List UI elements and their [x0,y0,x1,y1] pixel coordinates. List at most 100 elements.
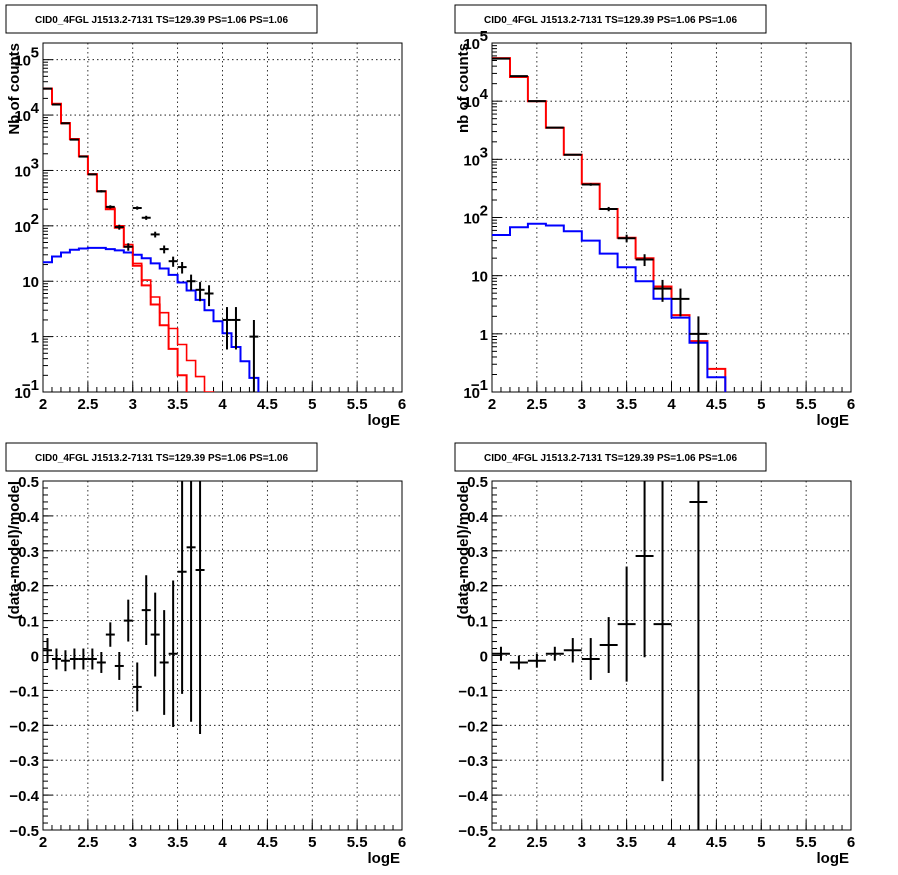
y-tick-exponent: 3 [480,144,488,161]
data-point [545,126,564,129]
y-tick-label: 10 [463,36,480,53]
y-tick-label: 0.4 [18,509,40,526]
x-tick-label: 4.5 [257,834,278,851]
y-tick-exponent: 2 [480,203,488,220]
chart-panel-1: CID0_4FGL J1513.2-7131 TS=129.39 PS=1.06… [5,4,406,429]
y-tick-label: 10 [14,385,31,402]
y-tick-label: 0.4 [467,509,489,526]
data-point [492,646,510,661]
x-tick-label: 2 [488,834,496,851]
chart-panel-4: CID0_4FGL J1513.2-7131 TS=129.39 PS=1.06… [454,442,855,867]
chart-panel-2: CID0_4FGL J1513.2-7131 TS=129.39 PS=1.06… [454,4,855,429]
data-point [43,638,52,663]
data-point [105,622,115,647]
data-point [186,481,196,722]
x-axis-label: logE [368,850,401,867]
y-tick-exponent: 2 [31,211,39,228]
data-point [617,566,636,682]
y-tick-label: −0.1 [9,683,39,700]
x-tick-label: 3 [129,396,137,413]
plot-area [492,57,727,392]
data-point [105,205,115,209]
chart-title: CID0_4FGL J1513.2-7131 TS=129.39 PS=1.06… [35,15,288,26]
data-point [617,234,636,243]
data-point [689,481,708,830]
x-tick-label: 4 [667,834,676,851]
y-tick-label: 0.2 [18,579,39,596]
x-tick-label: 6 [398,834,406,851]
y-tick-label: 10 [14,53,31,70]
data-point [635,254,654,267]
chart-title: CID0_4FGL J1513.2-7131 TS=129.39 PS=1.06… [35,453,288,464]
plot-frame [42,42,403,393]
x-tick-label: 2 [488,396,496,413]
y-tick-label: 10 [463,94,480,111]
x-tick-label: 3.5 [616,396,637,413]
data-point [132,662,142,712]
data-point [168,256,178,267]
x-tick-label: 3.5 [167,396,188,413]
plot-frame [491,42,852,393]
x-tick-label: 5 [308,834,316,851]
y-tick-label: 1 [480,327,488,344]
data-point [231,307,241,350]
data-point [69,648,79,670]
data-point [204,285,214,307]
x-tick-label: 5 [308,396,316,413]
data-point [168,580,178,728]
data-point [150,231,160,238]
data-point [222,307,232,350]
y-tick-label: 0.3 [18,544,39,561]
data-point [51,648,61,670]
data-point [123,599,133,642]
y-tick-label: 0 [31,649,39,666]
y-tick-label: 10 [14,219,31,236]
y-tick-label: 0.5 [467,474,488,491]
data-point [653,481,672,782]
y-tick-label: 1 [31,330,39,347]
data-point [249,319,259,392]
data-point [141,575,151,646]
y-tick-label: −0.4 [9,788,39,805]
y-tick-label: 10 [471,269,488,286]
y-tick-label: 10 [14,108,31,125]
x-tick-label: 5.5 [347,396,368,413]
y-tick-exponent: 5 [480,28,488,45]
data-point [60,122,70,125]
data-point [653,279,672,302]
plot-area [43,481,205,735]
x-tick-label: 3 [578,834,586,851]
y-tick-label: 0.5 [18,474,39,491]
data-point [114,652,124,680]
x-tick-label: 2.5 [526,834,547,851]
data-point [599,206,618,212]
x-tick-label: 5.5 [796,396,817,413]
y-tick-label: 10 [14,163,31,180]
y-tick-label: 0.1 [18,614,39,631]
data-point [581,183,600,186]
data-point [177,481,187,694]
y-tick-label: −0.2 [9,718,39,735]
y-tick-label: 10 [463,152,480,169]
y-axis-label: (data-model)/model [6,481,23,619]
y-tick-label: −0.3 [9,753,39,770]
data-point [132,206,142,210]
y-tick-label: −0.3 [458,753,488,770]
x-tick-label: 3 [129,834,137,851]
y-tick-exponent: −1 [471,377,488,394]
data-point [96,652,106,673]
y-tick-exponent: 5 [31,45,39,62]
data-point [671,288,690,317]
y-axis-label: (data-model)/model [455,481,472,619]
data-point [177,261,187,274]
plot-frame [491,480,852,831]
data-point [60,650,70,672]
x-tick-label: 2 [39,834,47,851]
data-point [527,653,546,668]
data-point [150,592,160,677]
chart-panel-3: CID0_4FGL J1513.2-7131 TS=129.39 PS=1.06… [5,442,406,867]
data-point [581,638,600,680]
plot-area [492,481,708,830]
x-axis-label: logE [368,412,401,429]
